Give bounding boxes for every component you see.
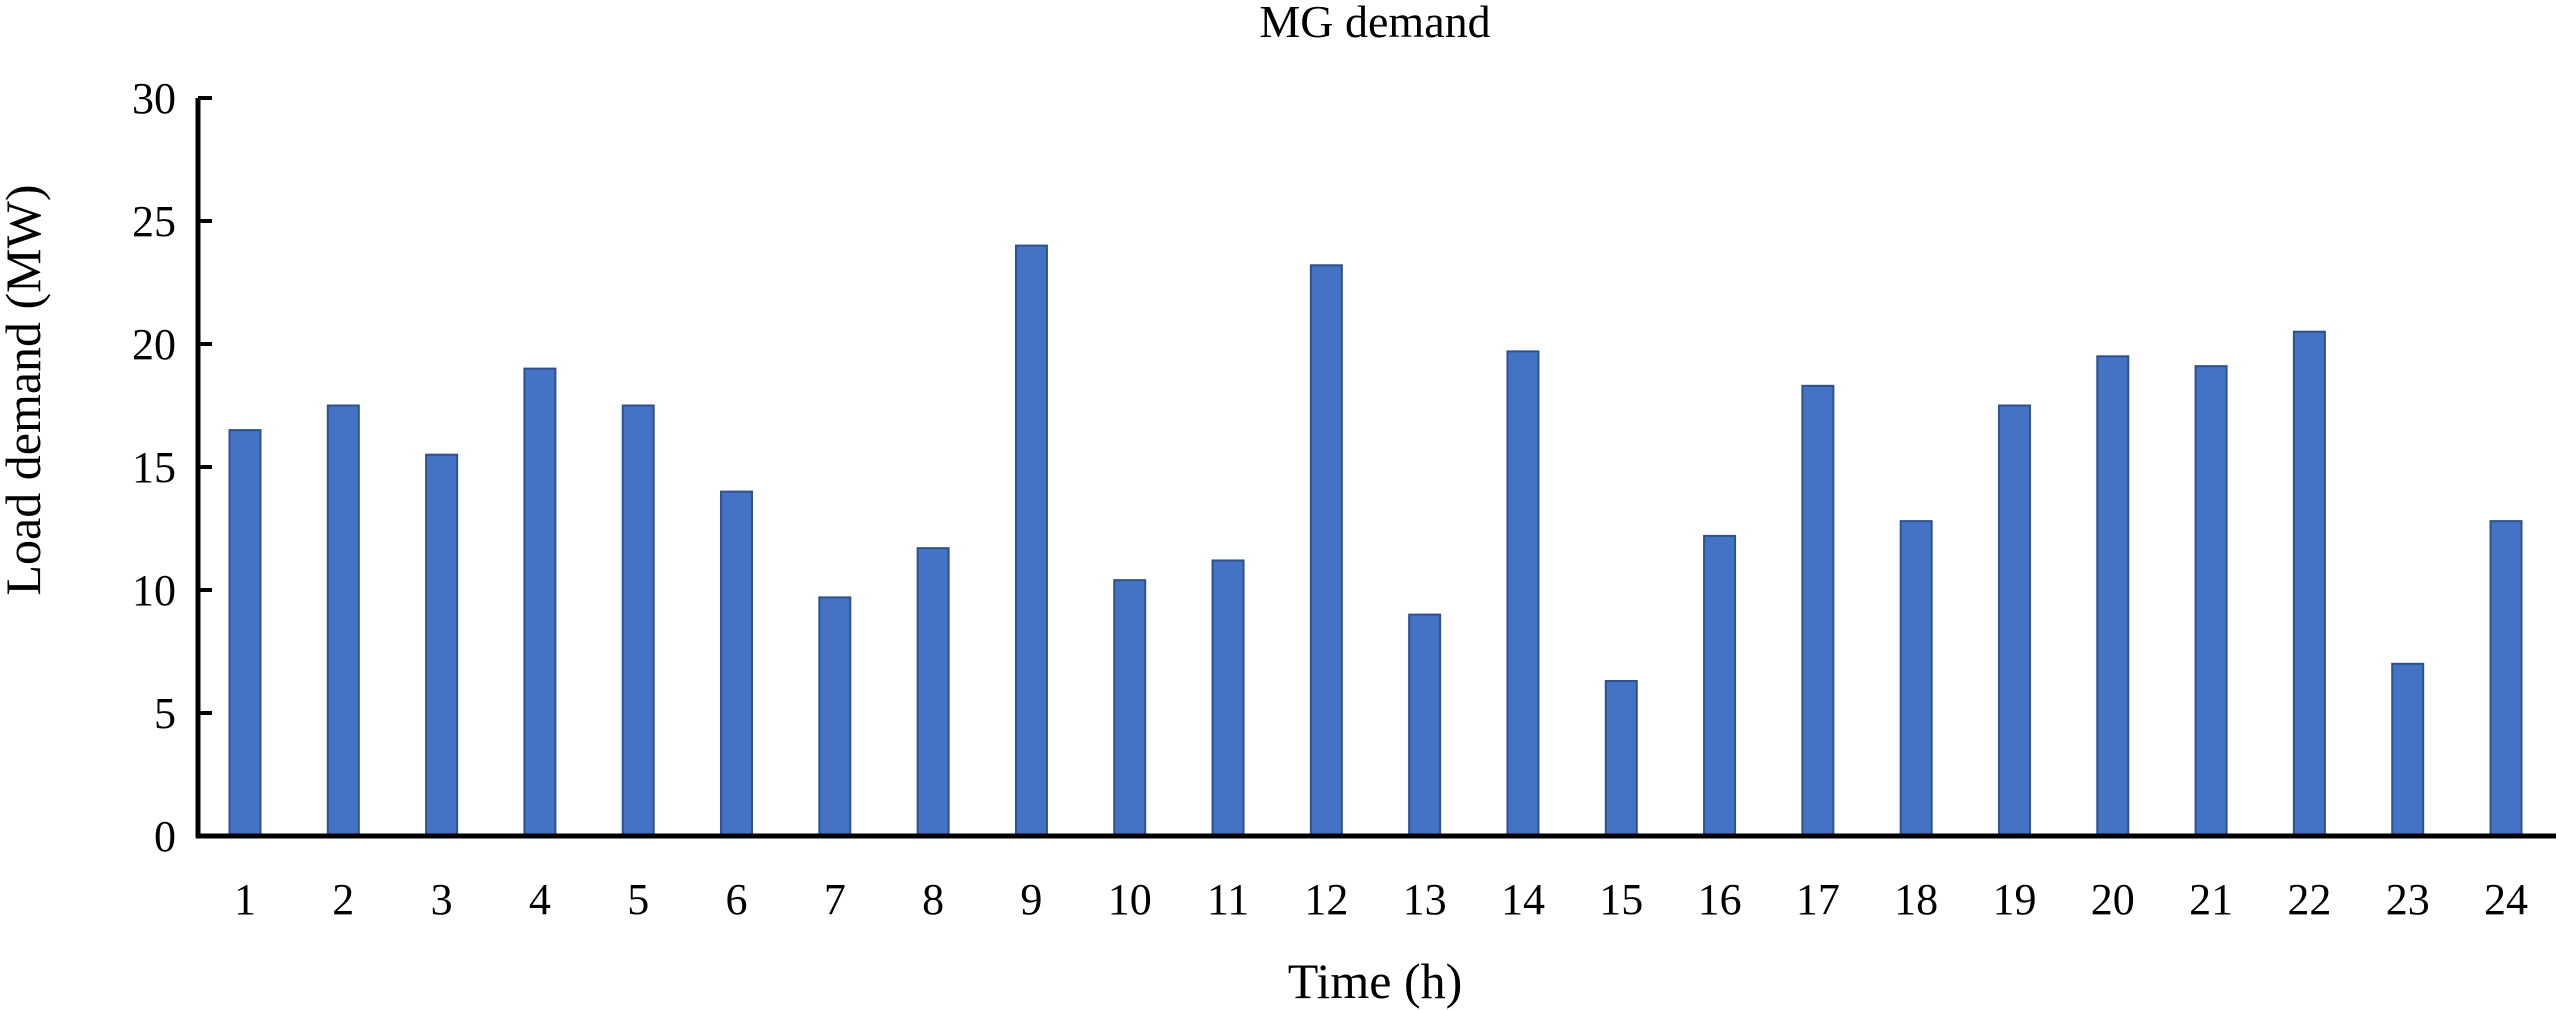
y-tick-label: 0 xyxy=(154,812,176,861)
x-tick-label: 21 xyxy=(2189,875,2233,924)
x-tick-label: 24 xyxy=(2484,875,2528,924)
x-tick-label: 23 xyxy=(2386,875,2430,924)
y-axis-ticks: 0 5 10 15 20 25 30 xyxy=(132,74,212,861)
bar-hour-13 xyxy=(1408,613,1442,837)
bar-hour-17 xyxy=(1801,384,1835,837)
bar-hour-20 xyxy=(2096,355,2130,837)
x-tick-label: 7 xyxy=(824,875,846,924)
bar-hour-14 xyxy=(1506,350,1540,837)
bar-hour-21 xyxy=(2194,365,2228,837)
bar-hour-1 xyxy=(228,429,262,837)
bar-hour-9 xyxy=(1014,244,1048,838)
y-tick-label: 10 xyxy=(132,566,176,615)
y-tick-label: 30 xyxy=(132,74,176,123)
bar-hour-10 xyxy=(1113,579,1147,837)
x-tick-label: 15 xyxy=(1599,875,1643,924)
y-tick-label: 25 xyxy=(132,197,176,246)
x-tick-label: 16 xyxy=(1698,875,1742,924)
bar-hour-22 xyxy=(2292,330,2326,837)
bar-hour-12 xyxy=(1309,264,1343,837)
bar-hour-24 xyxy=(2489,520,2523,837)
x-tick-label: 4 xyxy=(529,875,551,924)
chart-title: MG demand xyxy=(1259,0,1490,47)
bar-hour-7 xyxy=(818,596,852,837)
bar-hour-11 xyxy=(1211,559,1245,837)
bar-hour-16 xyxy=(1703,534,1737,837)
x-tick-label: 12 xyxy=(1304,875,1348,924)
x-tick-label: 3 xyxy=(431,875,453,924)
x-axis-title: Time (h) xyxy=(1288,953,1463,1009)
bar-hour-18 xyxy=(1899,520,1933,837)
x-tick-label: 8 xyxy=(922,875,944,924)
bar-hour-6 xyxy=(720,490,754,837)
x-tick-label: 11 xyxy=(1207,875,1249,924)
bar-hour-8 xyxy=(916,547,950,837)
bar-hour-15 xyxy=(1604,680,1638,838)
bar-hour-2 xyxy=(326,404,360,837)
x-tick-label: 1 xyxy=(234,875,256,924)
bar-hour-19 xyxy=(1997,404,2031,837)
bar-series xyxy=(228,244,2523,838)
bar-hour-23 xyxy=(2391,662,2425,837)
x-tick-label: 13 xyxy=(1403,875,1447,924)
bar-hour-4 xyxy=(523,367,557,837)
x-tick-label: 19 xyxy=(1992,875,2036,924)
y-tick-label: 20 xyxy=(132,320,176,369)
x-tick-label: 17 xyxy=(1796,875,1840,924)
y-tick-label: 5 xyxy=(154,689,176,738)
bar-hour-3 xyxy=(425,453,459,837)
y-tick-label: 15 xyxy=(132,443,176,492)
x-tick-label: 22 xyxy=(2287,875,2331,924)
x-tick-label: 14 xyxy=(1501,875,1545,924)
bar-hour-5 xyxy=(621,404,655,837)
x-tick-label: 5 xyxy=(627,875,649,924)
x-tick-label: 10 xyxy=(1108,875,1152,924)
x-tick-label: 20 xyxy=(2091,875,2135,924)
x-tick-label: 2 xyxy=(332,875,354,924)
x-tick-label: 9 xyxy=(1020,875,1042,924)
y-axis-title: Load demand (MW) xyxy=(0,185,51,596)
x-axis-ticks: 1 2 3 4 5 6 7 8 9 10 11 12 13 14 15 16 17 18 19 20 21 22 23 24 xyxy=(234,875,2528,924)
x-tick-label: 18 xyxy=(1894,875,1938,924)
x-tick-label: 6 xyxy=(726,875,748,924)
